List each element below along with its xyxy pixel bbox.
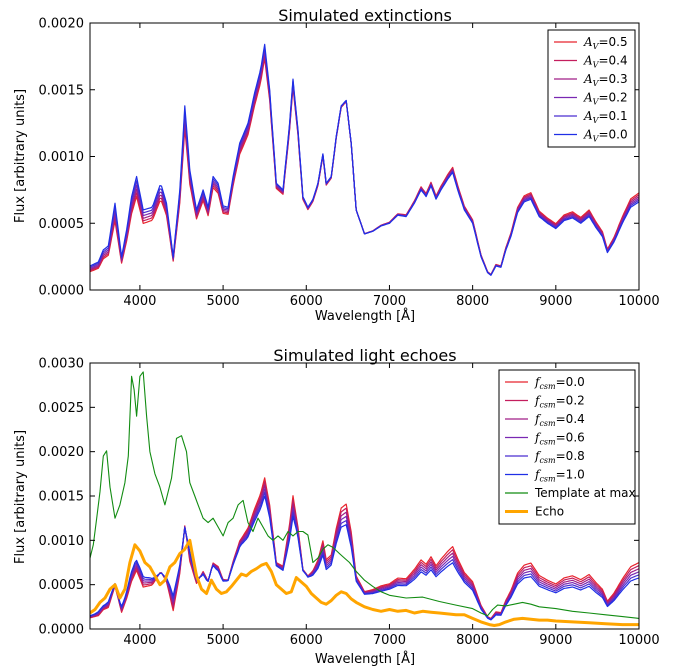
light-echo-xtick-label: 8000 [456,633,489,648]
light-echo-ytick-label: 0.0020 [39,445,85,460]
extinction-legend-box [547,29,636,148]
light-echo-echo-line [90,538,639,627]
light-echo-xtick-label: 7000 [373,633,406,648]
extinction-xtick-label: 9000 [539,294,572,309]
light-echo-xtick-label: 9000 [539,633,572,648]
light-echo-legend: fcsm=0.0 fcsm=0.2 fcsm=0.4 fcsm=0.6 fcsm=0.8… [498,369,636,525]
extinction-xtick-label: 7000 [373,294,406,309]
light-echo-xtick-label: 5000 [207,633,240,648]
extinction-xtick-label: 6000 [290,294,323,309]
light-echo-legend-box [498,369,636,525]
extinction-legend-label: AV=0.2 [583,91,628,107]
light-echo-template-line [90,371,639,619]
light-echo-chart-xlabel: Wavelength [Å] [315,651,415,667]
extinction-ytick-label: 0.0020 [39,17,85,32]
light-echo-legend-label: fcsm=0.2 [534,394,585,410]
extinction-chart-xlabel: Wavelength [Å] [315,308,415,324]
light-echo-legend-label: fcsm=0.0 [534,375,585,391]
light-echo-legend-label: fcsm=0.4 [534,412,585,428]
light-echo-legend-label: fcsm=1.0 [534,468,585,484]
extinction-chart: Simulated extinctions Wavelength [Å] Flu… [13,6,660,324]
light-echo-xtick-label: 4000 [123,633,156,648]
light-echo-ytick-label: 0.0010 [39,534,85,549]
light-echo-ytick-label: 0.0025 [39,401,85,416]
extinction-xtick-label: 4000 [123,294,156,309]
extinction-xtick-label: 5000 [207,294,240,309]
light-echo-chart-title: Simulated light echoes [273,346,456,365]
extinction-series-5 [90,43,639,276]
extinction-chart-ylabel: Flux [arbitrary units] [13,89,28,223]
extinction-xtick-label: 10000 [618,294,659,309]
extinction-ytick-label: 0.0005 [39,217,85,232]
light-echo-ytick-label: 0.0005 [39,578,85,593]
light-echo-ytick-label: 0.0000 [39,623,85,638]
light-echo-legend-label: Echo [535,505,564,519]
extinction-chart-title: Simulated extinctions [278,6,452,25]
extinction-legend-label: AV=0.0 [583,128,628,144]
extinction-ytick-label: 0.0015 [39,83,85,98]
extinction-legend-label: AV=0.3 [583,72,628,88]
extinction-legend-label: AV=0.5 [583,35,628,51]
light-echo-legend-label: fcsm=0.6 [534,431,585,447]
light-echo-xtick-label: 10000 [618,633,659,648]
light-echo-legend-label: Template at max [534,486,636,500]
extinction-ytick-label: 0.0010 [39,150,85,165]
extinction-ytick-label: 0.0000 [39,284,85,299]
light-echo-ytick-label: 0.0015 [39,490,85,505]
extinction-legend-label: AV=0.4 [583,54,628,70]
extinction-legend-label: AV=0.1 [583,109,628,125]
extinction-xtick-label: 8000 [456,294,489,309]
light-echo-ytick-label: 0.0030 [39,357,85,372]
extinction-legend: AV=0.5 AV=0.4 AV=0.3 AV=0.2 AV=0.1 AV=0.0 [547,29,636,148]
light-echo-xtick-label: 6000 [290,633,323,648]
light-echo-legend-label: fcsm=0.8 [534,449,585,465]
light-echo-chart-ylabel: Flux [arbitrary units] [13,430,28,564]
light-echo-chart: Simulated light echoes Wavelength [Å] Fl… [13,346,660,667]
